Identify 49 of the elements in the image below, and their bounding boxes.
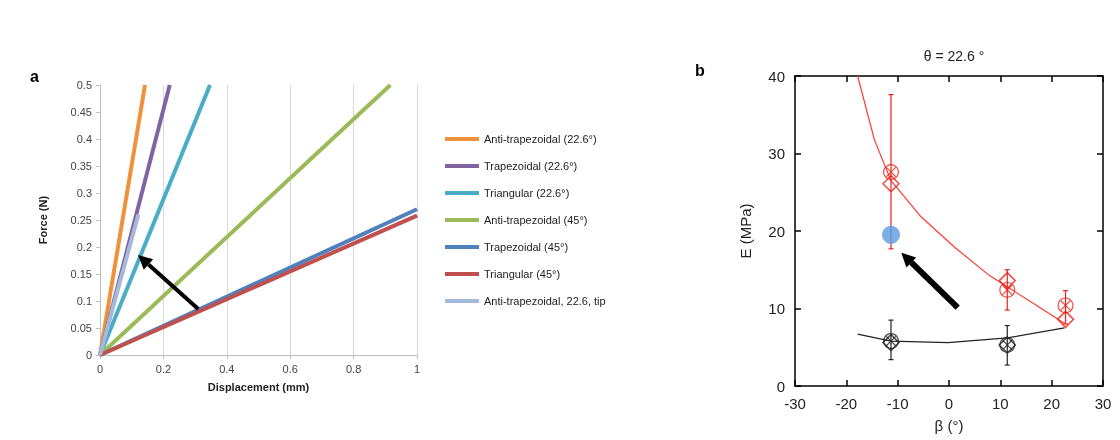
x-axis-title: β (°) <box>934 417 964 434</box>
y-axis-title: Force (N) <box>36 195 49 245</box>
x-tick-label: -20 <box>835 395 858 412</box>
x-tick-label: 0.8 <box>345 362 362 375</box>
point <box>998 271 1017 290</box>
y-tick-label: 0.15 <box>70 268 92 280</box>
point <box>999 281 1016 298</box>
x-tick-label: -10 <box>886 395 909 412</box>
text: a <box>30 67 39 85</box>
y-tick-label: 40 <box>768 67 785 85</box>
x-axis-title: Displacement (mm) <box>207 380 310 393</box>
y-tick-label: 0.35 <box>70 160 92 172</box>
y-tick-label: 0.25 <box>70 214 92 226</box>
x-tick-label: -30 <box>784 395 806 412</box>
y-tick-label: 10 <box>768 300 785 317</box>
legend-label: Anti-trapezoidal (45°) <box>484 214 588 226</box>
x-tick-label: 20 <box>1043 395 1061 412</box>
y-tick-label: 0.1 <box>76 295 92 307</box>
y-tick-label: 0.45 <box>70 106 92 118</box>
x-tick-label: 10 <box>991 395 1009 412</box>
x-tick-label: 0.4 <box>219 362 235 375</box>
y-tick-label: 0.2 <box>76 241 92 253</box>
y-tick-label: 0.05 <box>70 322 92 334</box>
point <box>882 225 900 244</box>
chart-title: θ = 22.6 ° <box>923 48 985 64</box>
x-tick-label: 30 <box>1094 395 1112 412</box>
point <box>1057 297 1074 314</box>
legend-label: Trapezoidal (45°) <box>484 241 569 253</box>
y-tick-label: 0.4 <box>76 133 92 145</box>
legend-label: Triangular (45°) <box>484 268 561 280</box>
y-tick-label: 0 <box>776 377 785 395</box>
y-tick-label: 0.5 <box>76 79 92 91</box>
point <box>882 174 900 193</box>
point <box>1056 310 1075 329</box>
x-tick-label: 1 <box>413 362 421 375</box>
y-axis-title: E (MPa) <box>737 203 754 259</box>
x-tick-label: 0 <box>944 395 954 412</box>
y-tick-label: 20 <box>768 222 785 240</box>
legend-label: Anti-trapezoidal, 22.6, tip <box>484 295 606 307</box>
y-tick-label: 30 <box>768 145 785 162</box>
x-tick-label: 0.2 <box>155 362 172 375</box>
legend-label: Anti-trapezoidal (22.6°) <box>484 133 597 145</box>
legend-label: Trapezoidal (22.6°) <box>484 160 578 172</box>
text: b <box>695 61 705 79</box>
y-tick-label: 0 <box>85 349 92 361</box>
x-tick-label: 0.6 <box>282 362 298 375</box>
x-tick-label: 0 <box>96 362 104 375</box>
y-tick-label: 0.3 <box>76 187 92 199</box>
legend-label: Triangular (22.6°) <box>484 187 570 199</box>
